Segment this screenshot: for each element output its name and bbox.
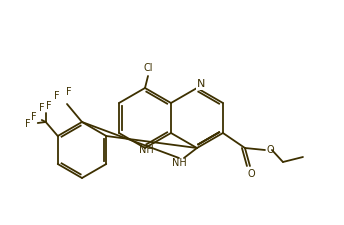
Text: N: N	[197, 79, 205, 89]
Text: F: F	[66, 87, 72, 97]
Text: NH: NH	[139, 145, 154, 155]
Text: O: O	[266, 145, 274, 155]
Text: N: N	[198, 80, 206, 90]
Text: F: F	[54, 91, 60, 101]
Text: NH: NH	[172, 158, 186, 168]
Text: Cl: Cl	[143, 63, 153, 73]
Text: O: O	[247, 169, 255, 179]
Text: F: F	[39, 103, 45, 113]
Text: F: F	[46, 101, 52, 111]
Text: F: F	[31, 112, 36, 122]
Text: F: F	[25, 119, 31, 129]
